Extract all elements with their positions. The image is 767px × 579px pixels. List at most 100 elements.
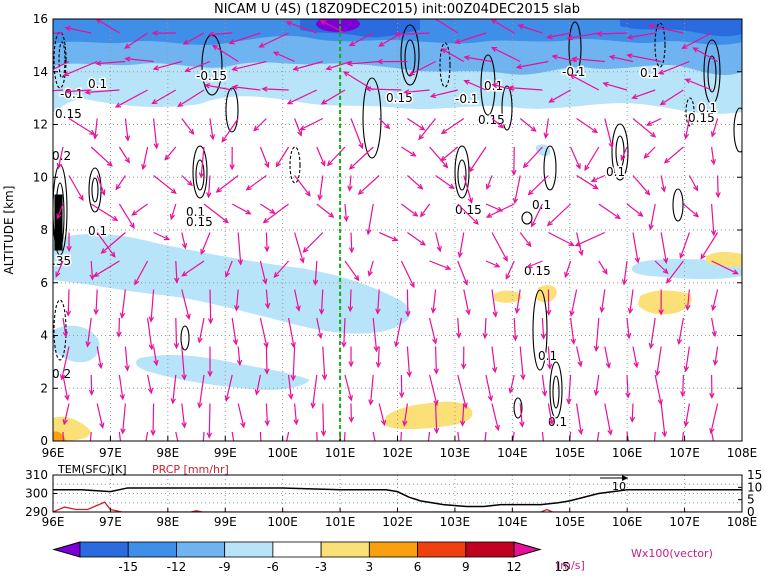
y-tick-label: 8 (40, 223, 48, 237)
x-tick-label: 103E (440, 446, 471, 460)
colorbar-label: -15 (118, 560, 138, 574)
subplot-annotation: 10 (612, 480, 626, 493)
x-tick-label: 101E (325, 515, 356, 529)
wind-vector-head (713, 450, 717, 455)
x-tick-label: 102E (382, 515, 413, 529)
colorbar-label: -3 (315, 560, 327, 574)
colorbar-cell (176, 542, 224, 557)
x-tick-label: 96E (42, 446, 65, 460)
x-tick-label: 100E (267, 446, 298, 460)
y-tick-label: 10 (747, 480, 762, 494)
colorbar-unit: [m/s] (556, 559, 585, 572)
wind-vector-head (375, 450, 379, 455)
legend-temperature: TEM(SFC)[K] (57, 463, 127, 476)
legend-precipitation: PRCP [mm/hr] (152, 463, 229, 476)
contour-label: 0.1 (88, 224, 107, 238)
x-tick-label: 102E (382, 446, 413, 460)
wind-vector-head (481, 456, 485, 461)
y-tick-label: 2 (40, 381, 48, 395)
x-tick-label: 98E (156, 515, 179, 529)
x-tick-label: 97E (99, 515, 122, 529)
colorbar-label: -6 (267, 560, 279, 574)
wind-vector (436, 347, 437, 374)
wind-vector-head (425, 446, 429, 451)
wind-vector (351, 233, 352, 253)
wind-vector (323, 404, 324, 436)
contour-label: 0.15 (386, 91, 413, 105)
y-tick-label: 5 (747, 493, 755, 507)
x-tick-label: 106E (612, 515, 643, 529)
contour-label: 0.1 (640, 66, 659, 80)
contour-label: -0.1 (455, 92, 478, 106)
contour-label: 0.1 (88, 77, 107, 91)
wind-vector (209, 404, 210, 438)
x-tick-label: 103E (440, 515, 471, 529)
colorbar-cell (369, 542, 417, 557)
y-tick-label: 300 (25, 487, 48, 501)
x-tick-label: 104E (497, 515, 528, 529)
contour-label: 0.1 (606, 165, 625, 179)
colorbar-cell (321, 542, 369, 557)
x-tick-label: 98E (156, 446, 179, 460)
y-tick-label: 6 (40, 276, 48, 290)
contour-label: 0.15 (478, 113, 505, 127)
x-tick-label: 96E (42, 515, 65, 529)
x-tick-label: 107E (669, 515, 700, 529)
contour-label: -0.1 (60, 87, 83, 101)
wind-vector (632, 404, 633, 422)
contour (55, 195, 62, 250)
wind-vector (407, 290, 408, 316)
wind-vector-head (459, 460, 463, 465)
y-axis-label: ALTITUDE [km] (2, 186, 16, 275)
wind-vector (317, 432, 318, 451)
colorbar-label: 3 (366, 560, 374, 574)
chart-title: NICAM U (4S) (18Z09DEC2015) init:00Z04DE… (214, 2, 580, 17)
wind-vector (266, 347, 267, 374)
y-tick-label: 12 (33, 118, 48, 132)
wind-vector-head (315, 447, 319, 452)
colorbar-cell (54, 542, 80, 557)
y-tick-label: 10 (33, 170, 48, 184)
wind-vector-head (651, 461, 655, 466)
x-tick-label: 106E (612, 446, 643, 460)
colorbar-cell (418, 542, 466, 557)
wind-vector (153, 404, 154, 435)
wind-vector-head (593, 458, 597, 463)
contour-label: 0.15 (55, 107, 82, 121)
wind-vector (266, 233, 267, 251)
wind-vector-head (33, 31, 38, 35)
colorbar-cell (514, 542, 540, 557)
wind-vector (683, 375, 684, 396)
colorbar-cell (273, 542, 321, 557)
contour-label: -0.15 (196, 69, 227, 83)
y-tick-label: 14 (33, 65, 48, 79)
vector-note: Wx100(vector) (631, 547, 713, 560)
y-tick-label: 15 (747, 468, 762, 482)
wind-vector-head (143, 447, 147, 452)
contour-label: 0.1 (538, 349, 557, 363)
x-tick-label: 101E (325, 446, 356, 460)
contour-label: 0.15 (186, 215, 213, 229)
x-tick-label: 105E (555, 515, 586, 529)
colorbar-label: -12 (167, 560, 187, 574)
x-tick-label: 108E (727, 515, 758, 529)
x-tick-label: 100E (267, 515, 298, 529)
x-tick-label: 105E (555, 446, 586, 460)
x-tick-label: 107E (669, 446, 700, 460)
colorbar-label: 6 (414, 560, 422, 574)
y-tick-label: 310 (25, 468, 48, 482)
wind-vector (68, 290, 69, 316)
x-tick-label: 108E (727, 446, 758, 460)
wind-vector-head (543, 453, 547, 458)
wind-vector-head (34, 90, 39, 94)
main-plot: 0.1-0.10.15-0.150.2.35-0.10.10.150.150.1… (2, 12, 757, 465)
wind-vector-head (87, 456, 91, 461)
y-tick-label: 16 (33, 12, 48, 26)
colorbar-label: 12 (506, 560, 521, 574)
wind-vector-head (507, 460, 511, 465)
x-tick-label: 99E (214, 446, 237, 460)
